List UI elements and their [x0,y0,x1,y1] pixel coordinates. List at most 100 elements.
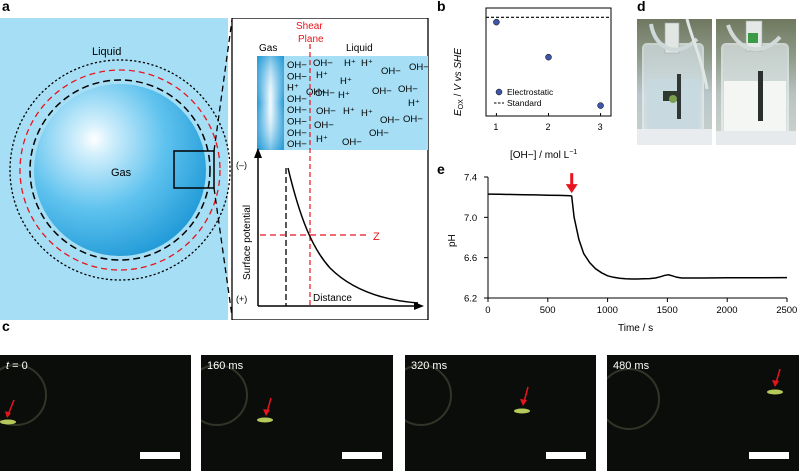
micro-frame-0: t = 0 [0,355,191,471]
y-plus-label: (+) [236,294,247,304]
red-arrow-icon [520,399,527,406]
e-y-axis-label: pH [447,234,458,247]
scale-bar [546,452,586,459]
solution-ion: H⁺ [361,58,373,69]
panel-label-b: b [437,0,446,14]
solution-ion: OH− [380,115,400,126]
x-axis-arrow-icon [414,302,424,310]
solution-ion: OH− [315,88,335,99]
solution-ion: H⁺ [344,58,356,69]
e-x-tick-label: 1500 [657,305,678,316]
zoom-line-top [213,19,233,152]
timestamp-480: 480 ms [613,360,650,372]
outer-dotted-ring [9,59,231,281]
panel-e-chart: 0 500 1000 1500 2000 2500 6.2 6.6 7.0 7.4 pH Time… [447,173,797,335]
solution-ion: OH− [342,137,362,148]
photo-before [637,19,712,145]
gas-label: Gas [111,167,132,179]
gas-bubble [34,84,206,256]
e-y-tick-label: 7.4 [464,173,477,184]
panel-label-c: c [2,318,10,334]
b-x-axis-label: [OH−] / mol L−1 [510,149,577,161]
e-x-tick-label: 0 [485,305,490,316]
potential-curve [287,167,419,304]
e-y-tick-label: 6.2 [464,294,477,305]
e-y-tick-label: 7.0 [464,213,477,224]
surface-ion: H⁺ [287,83,299,94]
bubble-0 [0,419,16,425]
solution-ion: H⁺ [340,76,352,87]
panel-label-d: d [637,0,646,14]
solution-ion: OH− [316,106,336,117]
zeta-label: Z [373,231,380,243]
e-x-axis-label: Time / s [618,323,653,334]
timestamp-0: t = 0 [6,360,28,372]
y-axis-arrow-icon [254,148,262,158]
red-arrow-icon [5,411,11,418]
solution-ion: H⁺ [408,98,420,109]
solution-ion: OH− [369,128,389,139]
solution-ion: H⁺ [361,108,373,119]
distance-label: Distance [313,293,352,304]
e-x-tick-label: 500 [540,305,556,316]
e-y-tick-label: 6.6 [464,253,477,264]
liquid-label: Liquid [92,46,121,58]
zoom-box [173,150,215,189]
inner-dashed-ring [29,79,211,261]
electrostatic-point [597,102,604,109]
solution-ion: H⁺ [343,106,355,117]
solution-ion: OH− [403,114,423,125]
micro-frame-160: 160 ms [201,355,393,471]
panel-a-diagram: Liquid Gas Gas Shear Plane Liquid OH−OH−… [0,18,429,320]
b-x-tick-label: 1 [493,122,498,132]
red-arrow-icon [263,409,270,416]
zoom-gas-label: Gas [259,43,277,54]
surface-ion: OH− [287,60,307,71]
b-y-axis-label: EOX / V vs SHE [453,48,465,116]
scale-bar [749,452,789,459]
addition-arrow-icon [565,173,578,194]
legend-marker-electrostatic [495,88,503,96]
solution-ion: OH− [381,66,401,77]
zoom-liquid-label: Liquid [346,43,373,54]
solution-ion: OH− [314,120,334,131]
zoom-liquid-band [280,56,428,150]
surface-potential-label: Surface potential [242,205,253,280]
panel-b-chart: 1 2 3 Electrostatic Standard EOX / V vs SH… [453,7,612,161]
micro-frame-320: 320 ms [405,355,596,471]
solution-ion: OH− [398,84,418,95]
shear-plane-label-2: Plane [298,34,324,45]
shear-plane-label-1: Shear [296,21,323,32]
micro-frame-480: 480 ms [607,355,799,471]
solution-ion: OH− [313,58,333,69]
surface-ion: OH− [287,117,307,128]
scale-bar [342,452,382,459]
y-minus-label: (–) [236,160,247,170]
plot-frame [485,7,612,117]
bubble-480 [767,389,783,395]
surface-ion: OH− [287,94,307,105]
solution-ion: H⁺ [316,70,328,81]
e-x-tick-label: 2000 [716,305,737,316]
solution-ion: H⁺ [316,134,328,145]
timestamp-320: 320 ms [411,360,448,372]
red-arrow-icon [772,380,779,387]
b-x-tick-label: 3 [598,122,603,132]
electrostatic-point [545,53,552,61]
surface-ion: OH− [287,105,307,116]
surface-ion: OH− [287,71,307,82]
b-x-tick-label: 2 [546,122,551,132]
solution-ion: OH− [306,87,326,98]
panel-label-e: e [437,161,445,177]
solution-ion: OH− [409,62,429,73]
scale-bar [140,452,180,459]
solution-ions: OH− H⁺ H⁺OH− OH−H⁺H⁺OH−OH− H⁺ OH− OH−H⁺OH− H⁺ H⁺… [306,58,429,148]
shear-plane-ring [19,69,221,271]
surface-ion-column: OH−OH−H⁺OH−OH−OH−OH−OH− [287,60,307,150]
e-x-tick-label: 1000 [597,305,618,316]
bubble-160 [257,417,273,423]
solution-ion: H⁺ [338,90,350,101]
panel-label-a: a [2,0,10,14]
surface-ion: OH− [287,139,307,150]
surface-ion: OH− [287,128,307,139]
